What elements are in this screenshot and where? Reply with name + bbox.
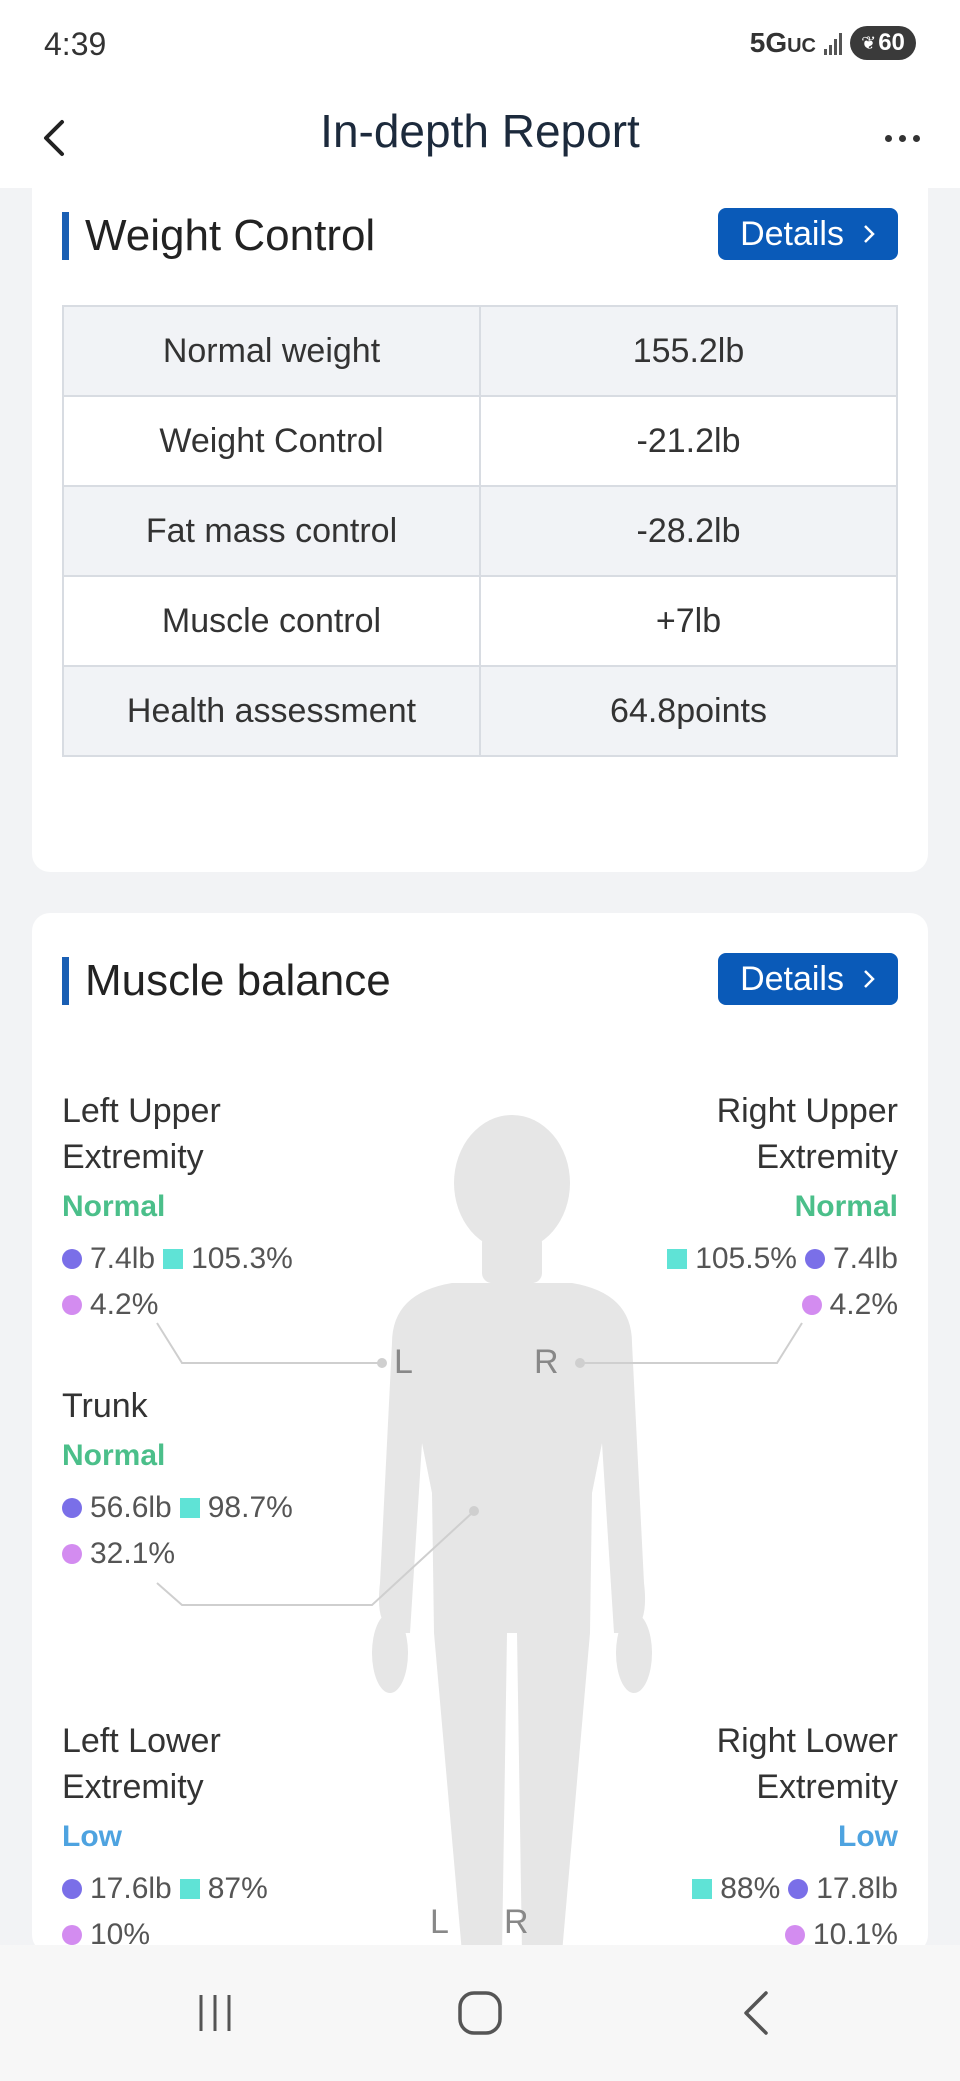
status-time: 4:39 (44, 26, 107, 62)
left-lower-extremity: Left Lower Extremity Low 17.6lb 87% 10% (62, 1722, 268, 1951)
right-side-label: R (534, 1343, 559, 1381)
mass-dot-icon (62, 1249, 82, 1269)
status-indicators: 5GUC ❦ 60 (750, 26, 916, 60)
body-silhouette-icon (372, 1115, 652, 1953)
weight-control-header: Weight Control Details (62, 208, 898, 264)
recent-apps-button[interactable] (180, 1983, 250, 2043)
mass-dot-icon (62, 1879, 82, 1899)
row-label: Weight Control (62, 395, 481, 487)
muscle-details-button[interactable]: Details (718, 953, 898, 1005)
fat-dot-icon (62, 1544, 82, 1564)
trunk-segment: Trunk Normal 56.6lb 98.7% 32.1% (62, 1387, 293, 1570)
muscle-balance-header: Muscle balance Details (62, 953, 898, 1009)
table-row: Health assessment 64.8points (62, 665, 898, 757)
nav-back-button[interactable] (720, 1983, 790, 2043)
section-title: Weight Control (85, 211, 376, 260)
system-nav-bar (0, 1945, 960, 2081)
table-row: Normal weight 155.2lb (62, 305, 898, 397)
table-row: Muscle control +7lb (62, 575, 898, 667)
section-accent-bar (62, 212, 69, 260)
left-side-label: L (394, 1343, 413, 1381)
right-upper-extremity: Right Upper Extremity Normal 105.5% 7.4l… (667, 1088, 898, 1328)
row-value: -28.2lb (479, 485, 898, 577)
right-lower-extremity: Right Lower Extremity Low 88% 17.8lb 10.… (692, 1718, 898, 1953)
status-badge: Low (838, 1820, 898, 1853)
battery-icon: ❦ 60 (850, 26, 916, 60)
status-badge: Normal (62, 1439, 166, 1472)
row-value: 64.8points (479, 665, 898, 757)
row-value: -21.2lb (479, 395, 898, 487)
row-label: Muscle control (62, 575, 481, 667)
mass-dot-icon (788, 1879, 809, 1899)
home-icon (458, 1991, 502, 2035)
row-label: Normal weight (62, 305, 481, 397)
row-label: Fat mass control (62, 485, 481, 577)
mass-dot-icon (804, 1249, 825, 1269)
ratio-square-icon (163, 1249, 184, 1269)
connector-lines (156, 1322, 803, 1606)
nav-back-icon (744, 1991, 768, 2035)
ratio-square-icon (692, 1879, 713, 1899)
back-button[interactable] (40, 106, 88, 170)
mass-dot-icon (62, 1498, 82, 1518)
signal-icon (824, 31, 842, 55)
recent-apps-icon (199, 1995, 231, 2031)
chevron-right-icon (864, 970, 875, 988)
status-bar: 4:39 5GUC ❦ 60 (0, 0, 960, 90)
network-label: 5GUC (749, 27, 816, 58)
fat-dot-icon (62, 1295, 82, 1315)
right-leg-label: R (504, 1903, 529, 1941)
table-row: Fat mass control -28.2lb (62, 485, 898, 577)
row-value: 155.2lb (479, 305, 898, 397)
ratio-square-icon (667, 1249, 688, 1269)
status-badge: Normal (794, 1190, 898, 1223)
status-badge: Low (62, 1820, 122, 1853)
fat-dot-icon (784, 1925, 805, 1945)
ratio-square-icon (179, 1879, 200, 1899)
chevron-right-icon (864, 225, 875, 243)
ratio-square-icon (179, 1498, 200, 1518)
row-label: Health assessment (62, 665, 481, 757)
row-value: +7lb (479, 575, 898, 667)
section-title: Muscle balance (85, 956, 391, 1005)
left-leg-label: L (430, 1903, 449, 1941)
section-accent-bar (62, 957, 69, 1005)
more-dots-icon (885, 134, 892, 142)
fat-dot-icon (62, 1925, 82, 1945)
left-upper-extremity: Left Upper Extremity Normal 7.4lb 105.3%… (62, 1092, 293, 1321)
table-row: Weight Control -21.2lb (62, 395, 898, 487)
weight-details-button[interactable]: Details (718, 208, 898, 260)
weight-control-card: Weight Control Details Normal weight 155… (32, 160, 928, 872)
status-badge: Normal (62, 1190, 166, 1223)
muscle-balance-card: Muscle balance Details L R L R Left U (32, 913, 928, 1953)
chevron-left-icon (44, 120, 64, 156)
weight-control-table: Normal weight 155.2lb Weight Control -21… (62, 305, 898, 757)
fat-dot-icon (801, 1295, 822, 1315)
more-button[interactable] (885, 106, 920, 170)
page-title: In-depth Report (320, 105, 640, 157)
home-button[interactable] (445, 1983, 515, 2043)
